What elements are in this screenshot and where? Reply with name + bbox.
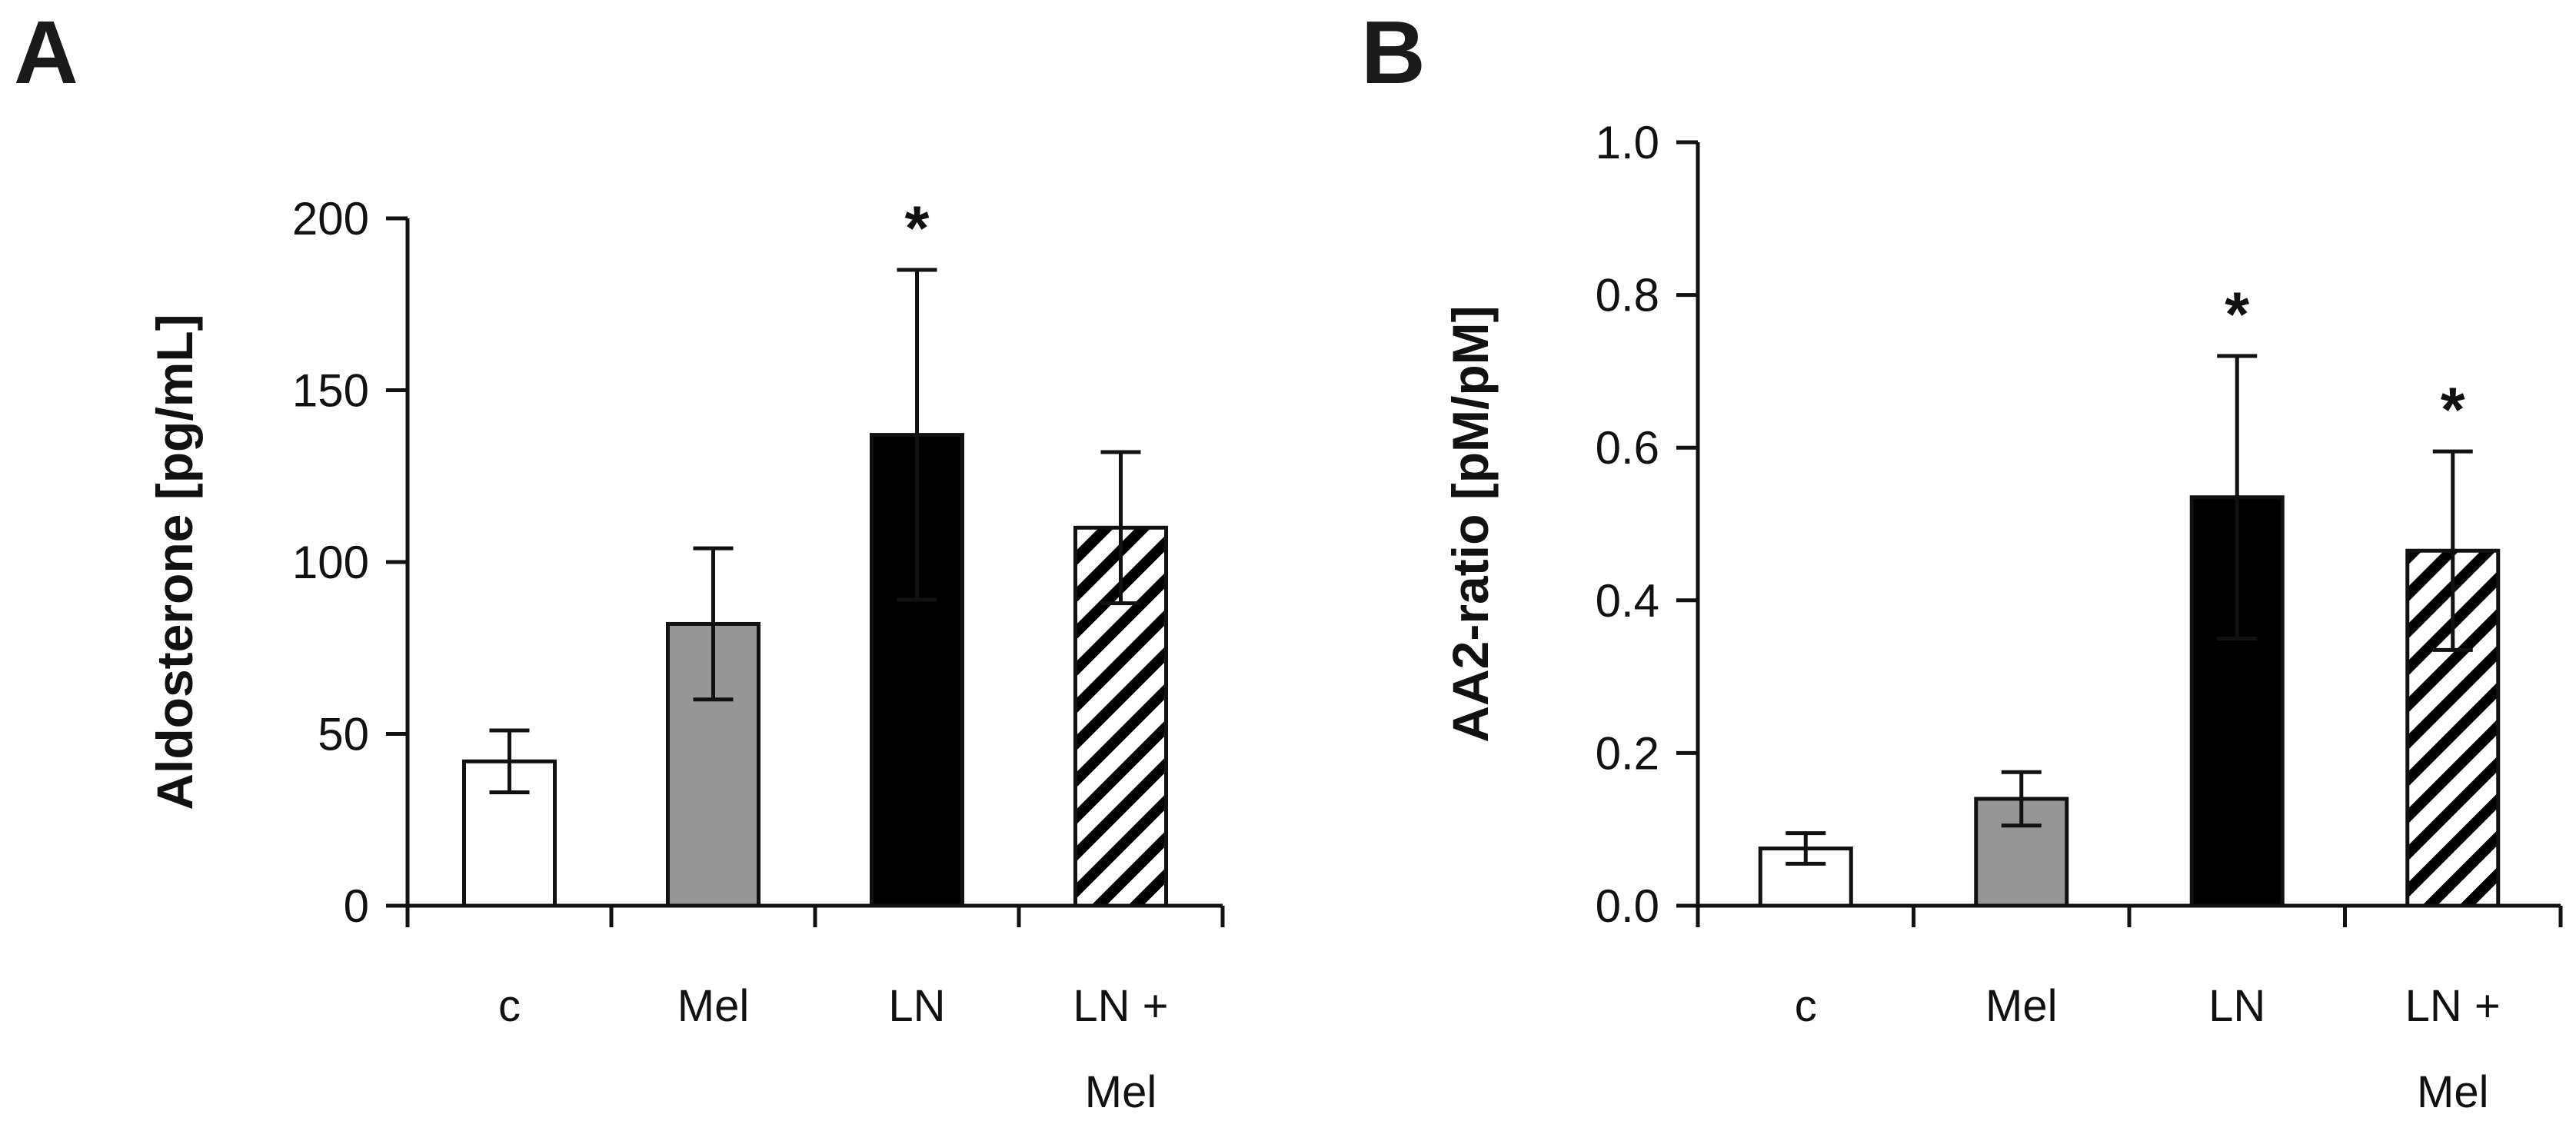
y-tick-label: 50 (318, 709, 369, 760)
category-label: LN + (1073, 981, 1168, 1031)
category-label: Mel (677, 981, 749, 1031)
category-label: Mel (1085, 1067, 1157, 1117)
panel-label: A (14, 2, 78, 102)
panel-A: A 0 50 100 150 200 Aldosterone [pg/mL] c Mel * LN L… (14, 2, 1225, 1117)
y-axis-title: Aldosterone [pg/mL] (146, 314, 203, 810)
y-tick-label: 0.2 (1596, 727, 1659, 779)
category-label: c (498, 981, 521, 1031)
category-label: Mel (1985, 981, 2057, 1031)
category-label: Mel (2417, 1067, 2488, 1117)
y-tick-label: 200 (292, 193, 369, 244)
y-tick-label: 1.0 (1596, 117, 1659, 168)
significance-marker: * (2441, 375, 2465, 445)
y-tick-label: 0 (344, 880, 369, 932)
significance-marker: * (2225, 280, 2249, 350)
category-label: LN (2208, 981, 2265, 1031)
panel-B: B 0.0 0.2 0.4 0.6 0.8 1.0 AA2-ratio [pM/pM] c Mel… (1361, 2, 2563, 1117)
category-label: c (1795, 981, 1817, 1031)
panel-label: B (1361, 2, 1426, 102)
category-label: LN (888, 981, 945, 1031)
y-tick-label: 0.8 (1596, 270, 1659, 321)
category-label: LN + (2405, 981, 2501, 1031)
y-tick-label: 0.6 (1596, 422, 1659, 474)
y-tick-label: 150 (292, 365, 369, 417)
y-tick-label: 0.4 (1596, 575, 1659, 627)
y-tick-label: 0.0 (1596, 880, 1659, 932)
significance-marker: * (905, 194, 930, 264)
y-tick-label: 100 (292, 537, 369, 588)
y-axis-title: AA2-ratio [pM/pM] (1442, 305, 1499, 742)
